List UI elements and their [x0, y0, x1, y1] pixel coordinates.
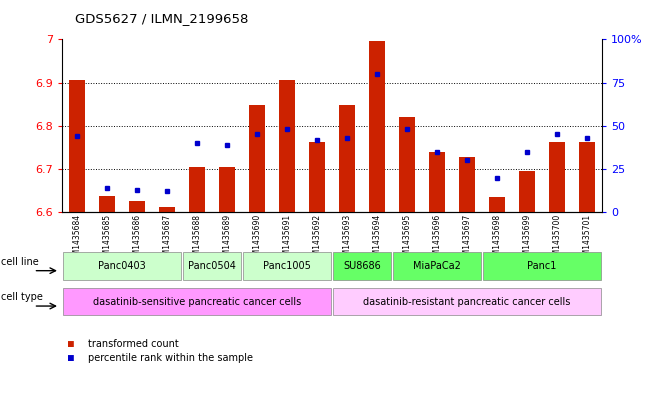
Bar — [159, 207, 175, 212]
Bar — [333, 252, 391, 280]
Bar — [333, 288, 601, 316]
Bar — [483, 252, 601, 280]
Text: percentile rank within the sample: percentile rank within the sample — [88, 353, 253, 364]
Bar — [549, 142, 566, 212]
Text: cell line: cell line — [1, 257, 39, 267]
Bar — [63, 288, 331, 316]
Bar — [459, 157, 475, 212]
Bar — [309, 142, 326, 212]
Bar — [489, 197, 505, 212]
Bar — [183, 252, 241, 280]
Bar — [243, 252, 331, 280]
Bar — [393, 252, 481, 280]
Text: Panc0504: Panc0504 — [188, 261, 236, 271]
Text: dasatinib-sensitive pancreatic cancer cells: dasatinib-sensitive pancreatic cancer ce… — [93, 297, 301, 307]
Text: transformed count: transformed count — [88, 339, 178, 349]
Bar — [63, 252, 181, 280]
Text: Panc1005: Panc1005 — [263, 261, 311, 271]
Text: MiaPaCa2: MiaPaCa2 — [413, 261, 461, 271]
Text: ■: ■ — [68, 339, 74, 349]
Bar — [429, 152, 445, 212]
Text: GDS5627 / ILMN_2199658: GDS5627 / ILMN_2199658 — [75, 12, 248, 25]
Bar — [519, 171, 535, 212]
Text: dasatinib-resistant pancreatic cancer cells: dasatinib-resistant pancreatic cancer ce… — [363, 297, 571, 307]
Text: cell type: cell type — [1, 292, 43, 302]
Bar — [579, 142, 596, 212]
Bar — [129, 202, 145, 212]
Bar — [249, 105, 265, 212]
Bar — [399, 117, 415, 212]
Text: ■: ■ — [68, 353, 74, 364]
Bar — [368, 42, 385, 212]
Bar — [189, 167, 205, 212]
Bar — [68, 81, 85, 212]
Text: SU8686: SU8686 — [343, 261, 381, 271]
Text: Panc0403: Panc0403 — [98, 261, 146, 271]
Text: Panc1: Panc1 — [527, 261, 557, 271]
Bar — [219, 167, 235, 212]
Bar — [339, 105, 355, 212]
Bar — [98, 196, 115, 212]
Bar — [279, 81, 296, 212]
